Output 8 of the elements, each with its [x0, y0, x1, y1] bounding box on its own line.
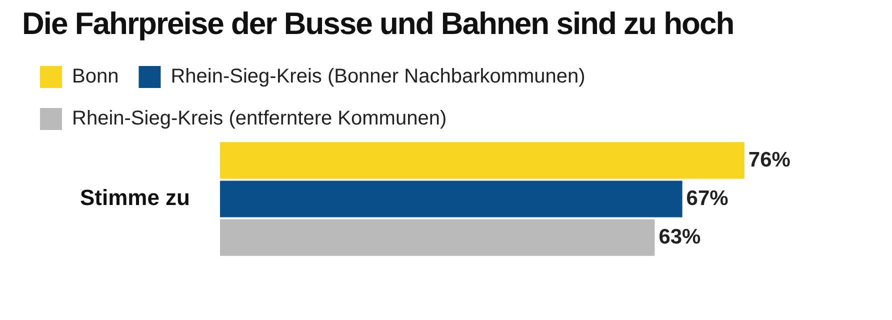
data-label: 76% [748, 148, 791, 172]
chart-title: Die Fahrpreise der Busse und Bahnen sind zu hoch [21, 5, 735, 43]
y-tick-label: Stimme zu [80, 185, 190, 210]
legend-label: Rhein-Sieg-Kreis (Bonner Nachbarkommunen) [170, 66, 586, 88]
data-label: 63% [658, 225, 702, 248]
data-label: 67% [686, 186, 729, 210]
legend-label: Rhein-Sieg-Kreis (entferntere Kommunen) [72, 108, 447, 130]
legend-label: Bonn [72, 66, 119, 88]
